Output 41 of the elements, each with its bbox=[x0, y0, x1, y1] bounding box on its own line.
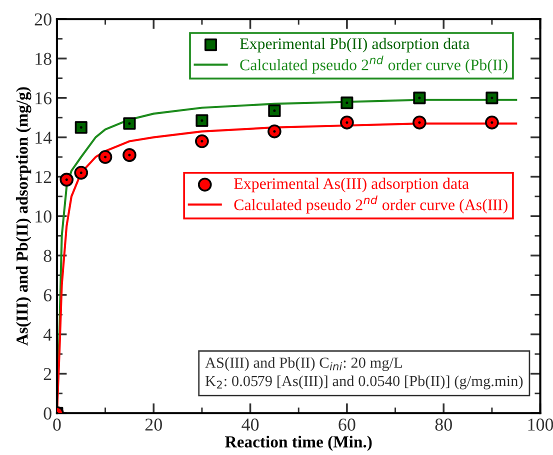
legend-label: Calculated pseudo 2$^{nd}$ order curve (Pb(II) bbox=[240, 56, 508, 74]
legend-label: Experimental As(III) adsorption data bbox=[234, 178, 469, 192]
point bbox=[195, 134, 209, 148]
point bbox=[340, 116, 354, 130]
point bbox=[123, 117, 136, 130]
point bbox=[268, 124, 282, 138]
y-tick-label: 20 bbox=[34, 13, 52, 26]
x-axis-title: Reaction time (Min.) bbox=[225, 436, 372, 451]
y-tick-label: 0 bbox=[44, 407, 52, 420]
point bbox=[486, 92, 498, 104]
point bbox=[98, 150, 112, 164]
point bbox=[340, 96, 354, 110]
y-tick-label: 18 bbox=[36, 52, 52, 65]
y-tick-label: 16 bbox=[36, 92, 52, 104]
x-tick-label: 20 bbox=[145, 418, 162, 431]
x-tick-label: 80 bbox=[435, 418, 452, 431]
y-tick-label: 14 bbox=[36, 132, 52, 144]
x-tick-label: 100 bbox=[528, 418, 553, 431]
annotation: K$_{2}$: 0.0579 [As(III)] and 0.0540 [Pb(II)] (g/mg.min) bbox=[205, 375, 523, 390]
y-tick-label: 6 bbox=[44, 289, 52, 302]
y-axis-title: As(III) and Pb(II) adsorption (mg/g) bbox=[16, 87, 32, 346]
point bbox=[196, 114, 208, 127]
annotation: AS(III) and Pb(II) C$_{ini}$: 20 mg/L bbox=[205, 357, 402, 372]
point bbox=[268, 104, 281, 118]
y-tick-label: 12 bbox=[36, 171, 52, 183]
x-tick-label: 0 bbox=[53, 418, 61, 431]
point bbox=[122, 148, 136, 162]
x-tick-label: 40 bbox=[242, 418, 259, 431]
y-tick-label: 10 bbox=[36, 210, 52, 223]
y-tick-label: 4 bbox=[43, 328, 52, 341]
y-tick-label: 8 bbox=[44, 250, 52, 262]
legend-label: Calculated pseudo 2$^{nd}$ order curve (As(III) bbox=[234, 195, 508, 214]
x-tick-label: 60 bbox=[338, 418, 356, 431]
point bbox=[485, 116, 499, 130]
point bbox=[74, 121, 88, 134]
point bbox=[412, 116, 426, 130]
point bbox=[413, 92, 426, 104]
legend-label: Experimental Pb(II) adsorption data bbox=[240, 38, 470, 52]
point bbox=[60, 172, 74, 187]
point bbox=[74, 166, 88, 180]
y-tick-label: 2 bbox=[44, 368, 52, 380]
